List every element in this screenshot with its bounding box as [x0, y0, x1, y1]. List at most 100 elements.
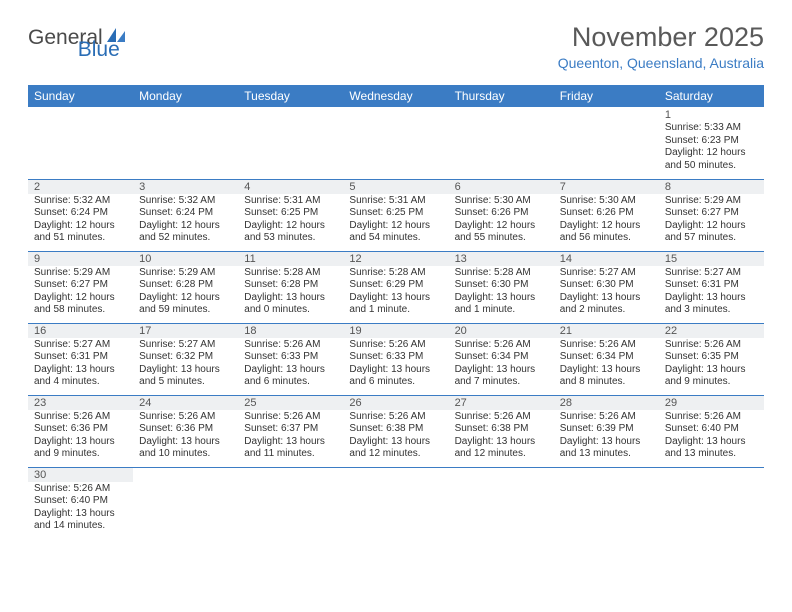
sunset-line: Sunset: 6:29 PM [349, 279, 442, 292]
title-block: November 2025 Queenton, Queensland, Aust… [558, 22, 764, 71]
calendar-cell [554, 467, 659, 539]
sunrise-line: Sunrise: 5:26 AM [139, 411, 232, 424]
sunrise-line: Sunrise: 5:26 AM [560, 411, 653, 424]
sunset-line: Sunset: 6:27 PM [34, 279, 127, 292]
day-number: 9 [28, 252, 133, 266]
day-number: 25 [238, 396, 343, 410]
calendar-cell [554, 107, 659, 179]
calendar-week-row: 9Sunrise: 5:29 AMSunset: 6:27 PMDaylight… [28, 251, 764, 323]
calendar-cell: 2Sunrise: 5:32 AMSunset: 6:24 PMDaylight… [28, 179, 133, 251]
calendar-cell: 23Sunrise: 5:26 AMSunset: 6:36 PMDayligh… [28, 395, 133, 467]
calendar-cell: 3Sunrise: 5:32 AMSunset: 6:24 PMDaylight… [133, 179, 238, 251]
sunset-line: Sunset: 6:37 PM [244, 423, 337, 436]
daylight-line: Daylight: 13 hours and 3 minutes. [665, 292, 758, 317]
sunset-line: Sunset: 6:34 PM [560, 351, 653, 364]
sunrise-line: Sunrise: 5:29 AM [139, 267, 232, 280]
page-header: General Blue November 2025 Queenton, Que… [28, 22, 764, 71]
daylight-line: Daylight: 12 hours and 57 minutes. [665, 220, 758, 245]
sunset-line: Sunset: 6:28 PM [244, 279, 337, 292]
calendar-week-row: 2Sunrise: 5:32 AMSunset: 6:24 PMDaylight… [28, 179, 764, 251]
sunset-line: Sunset: 6:36 PM [139, 423, 232, 436]
calendar-cell: 30Sunrise: 5:26 AMSunset: 6:40 PMDayligh… [28, 467, 133, 539]
day-number: 17 [133, 324, 238, 338]
sunrise-line: Sunrise: 5:28 AM [349, 267, 442, 280]
daylight-line: Daylight: 13 hours and 14 minutes. [34, 508, 127, 533]
sunrise-line: Sunrise: 5:31 AM [349, 195, 442, 208]
day-number: 24 [133, 396, 238, 410]
day-number: 10 [133, 252, 238, 266]
sunrise-line: Sunrise: 5:27 AM [560, 267, 653, 280]
calendar-cell: 27Sunrise: 5:26 AMSunset: 6:38 PMDayligh… [449, 395, 554, 467]
day-number: 28 [554, 396, 659, 410]
day-number: 27 [449, 396, 554, 410]
daylight-line: Daylight: 13 hours and 2 minutes. [560, 292, 653, 317]
calendar-cell: 28Sunrise: 5:26 AMSunset: 6:39 PMDayligh… [554, 395, 659, 467]
sunrise-line: Sunrise: 5:26 AM [244, 339, 337, 352]
sunrise-line: Sunrise: 5:26 AM [665, 339, 758, 352]
calendar-cell: 6Sunrise: 5:30 AMSunset: 6:26 PMDaylight… [449, 179, 554, 251]
sunrise-line: Sunrise: 5:32 AM [139, 195, 232, 208]
sunset-line: Sunset: 6:31 PM [665, 279, 758, 292]
calendar-cell: 14Sunrise: 5:27 AMSunset: 6:30 PMDayligh… [554, 251, 659, 323]
daylight-line: Daylight: 13 hours and 12 minutes. [349, 436, 442, 461]
sunrise-line: Sunrise: 5:28 AM [455, 267, 548, 280]
sunset-line: Sunset: 6:33 PM [349, 351, 442, 364]
day-header: Monday [133, 85, 238, 107]
sunrise-line: Sunrise: 5:29 AM [34, 267, 127, 280]
calendar-cell: 26Sunrise: 5:26 AMSunset: 6:38 PMDayligh… [343, 395, 448, 467]
sunset-line: Sunset: 6:27 PM [665, 207, 758, 220]
calendar-cell [133, 467, 238, 539]
calendar-week-row: 30Sunrise: 5:26 AMSunset: 6:40 PMDayligh… [28, 467, 764, 539]
sunrise-line: Sunrise: 5:27 AM [34, 339, 127, 352]
day-number: 18 [238, 324, 343, 338]
sunset-line: Sunset: 6:24 PM [139, 207, 232, 220]
daylight-line: Daylight: 13 hours and 5 minutes. [139, 364, 232, 389]
sunrise-line: Sunrise: 5:26 AM [455, 411, 548, 424]
sunrise-line: Sunrise: 5:30 AM [560, 195, 653, 208]
day-number: 6 [449, 180, 554, 194]
daylight-line: Daylight: 13 hours and 9 minutes. [665, 364, 758, 389]
daylight-line: Daylight: 12 hours and 55 minutes. [455, 220, 548, 245]
calendar-week-row: 23Sunrise: 5:26 AMSunset: 6:36 PMDayligh… [28, 395, 764, 467]
calendar-header-row: SundayMondayTuesdayWednesdayThursdayFrid… [28, 85, 764, 107]
daylight-line: Daylight: 13 hours and 1 minute. [455, 292, 548, 317]
calendar-cell: 19Sunrise: 5:26 AMSunset: 6:33 PMDayligh… [343, 323, 448, 395]
calendar-table: SundayMondayTuesdayWednesdayThursdayFrid… [28, 85, 764, 539]
sunrise-line: Sunrise: 5:31 AM [244, 195, 337, 208]
sunrise-line: Sunrise: 5:26 AM [665, 411, 758, 424]
day-number: 16 [28, 324, 133, 338]
day-number: 26 [343, 396, 448, 410]
calendar-cell: 12Sunrise: 5:28 AMSunset: 6:29 PMDayligh… [343, 251, 448, 323]
sunset-line: Sunset: 6:34 PM [455, 351, 548, 364]
calendar-week-row: 1Sunrise: 5:33 AMSunset: 6:23 PMDaylight… [28, 107, 764, 179]
daylight-line: Daylight: 12 hours and 56 minutes. [560, 220, 653, 245]
daylight-line: Daylight: 12 hours and 51 minutes. [34, 220, 127, 245]
calendar-cell: 4Sunrise: 5:31 AMSunset: 6:25 PMDaylight… [238, 179, 343, 251]
daylight-line: Daylight: 12 hours and 50 minutes. [665, 147, 758, 172]
sunrise-line: Sunrise: 5:26 AM [349, 411, 442, 424]
sunrise-line: Sunrise: 5:27 AM [665, 267, 758, 280]
calendar-week-row: 16Sunrise: 5:27 AMSunset: 6:31 PMDayligh… [28, 323, 764, 395]
day-number: 3 [133, 180, 238, 194]
calendar-cell: 22Sunrise: 5:26 AMSunset: 6:35 PMDayligh… [659, 323, 764, 395]
daylight-line: Daylight: 13 hours and 6 minutes. [244, 364, 337, 389]
calendar-cell [238, 467, 343, 539]
calendar-cell: 15Sunrise: 5:27 AMSunset: 6:31 PMDayligh… [659, 251, 764, 323]
sunset-line: Sunset: 6:26 PM [455, 207, 548, 220]
brand-logo: General Blue [28, 22, 174, 50]
sunrise-line: Sunrise: 5:26 AM [349, 339, 442, 352]
calendar-cell [659, 467, 764, 539]
daylight-line: Daylight: 13 hours and 11 minutes. [244, 436, 337, 461]
sunrise-line: Sunrise: 5:27 AM [139, 339, 232, 352]
day-number: 7 [554, 180, 659, 194]
day-number: 22 [659, 324, 764, 338]
calendar-cell: 9Sunrise: 5:29 AMSunset: 6:27 PMDaylight… [28, 251, 133, 323]
daylight-line: Daylight: 13 hours and 9 minutes. [34, 436, 127, 461]
calendar-cell: 21Sunrise: 5:26 AMSunset: 6:34 PMDayligh… [554, 323, 659, 395]
calendar-cell: 7Sunrise: 5:30 AMSunset: 6:26 PMDaylight… [554, 179, 659, 251]
sunset-line: Sunset: 6:39 PM [560, 423, 653, 436]
sunrise-line: Sunrise: 5:26 AM [34, 411, 127, 424]
daylight-line: Daylight: 13 hours and 0 minutes. [244, 292, 337, 317]
daylight-line: Daylight: 12 hours and 59 minutes. [139, 292, 232, 317]
sunset-line: Sunset: 6:40 PM [665, 423, 758, 436]
